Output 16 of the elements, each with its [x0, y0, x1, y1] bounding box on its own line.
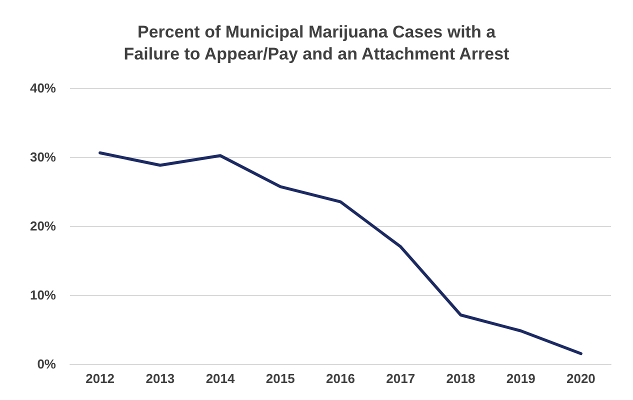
y-tick-label: 10%	[30, 288, 56, 302]
x-tick-label: 2013	[146, 371, 175, 386]
x-tick-label: 2015	[266, 371, 295, 386]
y-tick-label: 0%	[37, 356, 56, 372]
line-series	[98, 151, 582, 356]
x-tick-label: 2014	[206, 371, 236, 386]
y-tick-label: 30%	[30, 150, 56, 164]
y-tick-label: 40%	[30, 80, 56, 96]
x-tick-label: 2012	[86, 371, 115, 386]
y-tick-label: 20%	[30, 218, 56, 234]
x-tick-label: 2017	[386, 371, 416, 386]
x-tick-label: 2018	[446, 371, 476, 386]
x-tick-label: 2020	[566, 371, 596, 386]
chart-title: Percent of Municipal Marijuana Cases with a Failure to Appear/Pay and an Attachment Arrest	[124, 22, 510, 64]
x-tick-label: 2016	[326, 371, 355, 386]
x-tick-label: 2019	[506, 371, 536, 386]
